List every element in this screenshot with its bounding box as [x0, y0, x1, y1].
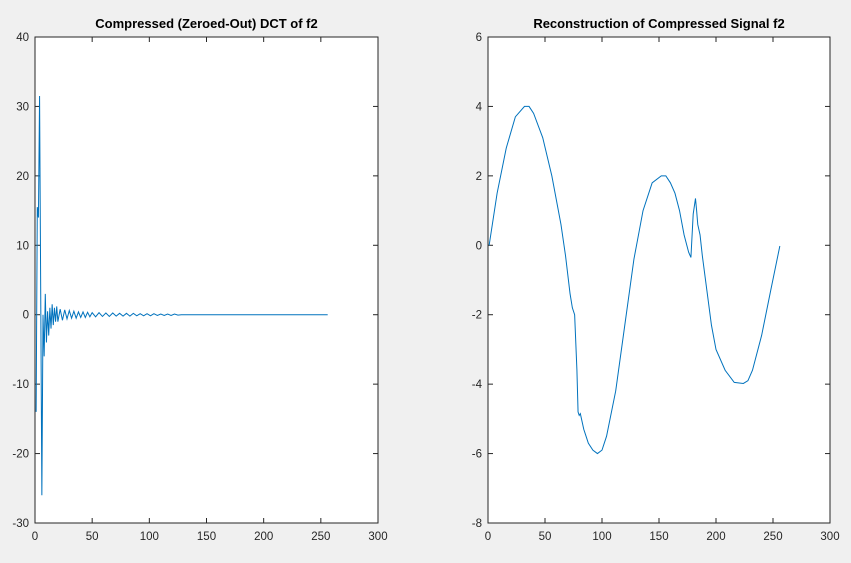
left-axes: Compressed (Zeroed-Out) DCT of f2 0 50 100… [12, 16, 387, 543]
left-xtick-label: 250 [311, 531, 330, 543]
right-axes: Reconstruction of Compressed Signal f2 0… [472, 16, 840, 543]
left-ytick-label: -30 [12, 518, 29, 530]
left-ytick-label: 30 [16, 101, 29, 113]
right-ticks: 0 50 100 150 200 250 300 -8 -6 -4 -2 0 2 4 6 [472, 32, 840, 543]
right-xtick-label: 100 [592, 531, 611, 543]
left-ytick-label: 20 [16, 171, 29, 183]
left-series [35, 96, 328, 496]
right-ytick-label: 0 [476, 240, 482, 252]
right-xtick-label: 0 [485, 531, 491, 543]
right-ytick-label: -2 [472, 310, 482, 322]
right-xtick-label: 200 [706, 531, 725, 543]
right-xtick-label: 150 [649, 531, 668, 543]
right-chart-title: Reconstruction of Compressed Signal f2 [533, 16, 784, 31]
left-xtick-label: 200 [254, 531, 273, 543]
left-xtick-label: 50 [86, 531, 99, 543]
right-ytick-label: 4 [476, 101, 483, 113]
right-plot-area [488, 37, 830, 523]
left-ytick-label: -20 [12, 449, 29, 461]
right-ytick-label: 2 [476, 171, 482, 183]
left-ytick-label: -10 [12, 379, 29, 391]
left-chart-title: Compressed (Zeroed-Out) DCT of f2 [95, 16, 317, 31]
left-plot-area [35, 37, 378, 523]
left-ytick-label: 10 [16, 240, 29, 252]
left-axes-box [34, 36, 379, 524]
left-xtick-label: 150 [197, 531, 216, 543]
right-ytick-label: -8 [472, 518, 482, 530]
left-xtick-label: 300 [368, 531, 387, 543]
right-series [488, 105, 781, 455]
right-axes-box [487, 36, 831, 524]
left-xtick-label: 0 [32, 531, 38, 543]
left-ticks: 0 50 100 150 200 250 300 -30 -20 -10 0 10 20 30 40 [12, 32, 387, 543]
right-ytick-label: -6 [472, 449, 482, 461]
left-series-line [35, 96, 328, 496]
right-xtick-label: 250 [763, 531, 782, 543]
left-ytick-label: 40 [16, 32, 29, 44]
right-series-line [488, 105, 781, 455]
left-ytick-label: 0 [23, 310, 29, 322]
right-ytick-label: 6 [476, 32, 482, 44]
right-xtick-label: 50 [539, 531, 552, 543]
right-ytick-label: -4 [472, 379, 483, 391]
left-xtick-label: 100 [140, 531, 159, 543]
right-xtick-label: 300 [820, 531, 839, 543]
